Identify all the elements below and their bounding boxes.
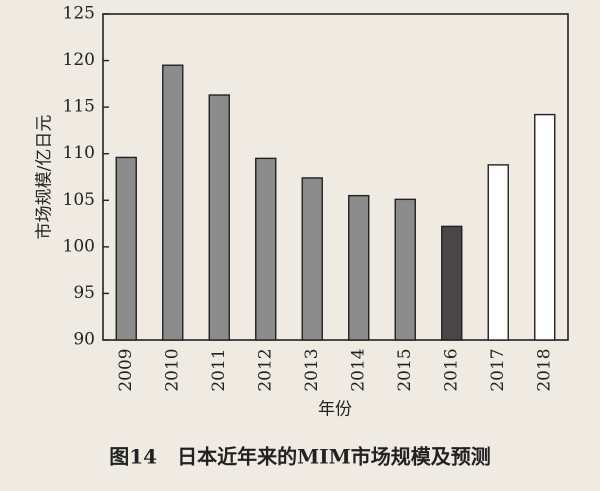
y-tick-label: 105 [63,190,95,210]
y-tick-label: 120 [63,50,95,70]
chart-title: 图14 日本近年来的MIM市场规模及预测 [109,445,490,469]
y-tick-label: 115 [63,97,95,117]
plot-frame [102,13,569,341]
x-tick-label: 2009 [116,348,136,391]
x-tick-label: 2015 [395,348,415,391]
x-tick-label: 2014 [348,348,368,391]
bar [441,225,463,341]
y-axis-label: 市场规模/亿日元 [35,115,55,240]
y-tick-label: 90 [73,330,95,350]
bar [394,198,416,341]
x-tick-label: 2012 [255,348,275,391]
bar [348,194,370,341]
y-tick-label: 95 [73,283,95,303]
x-tick-label: 2016 [441,348,461,391]
bar [301,177,323,341]
bar [534,113,556,341]
bar [115,156,137,341]
y-tick-label: 125 [63,4,95,24]
x-tick-label: 2011 [209,348,229,391]
y-tick-label: 100 [63,236,95,256]
x-tick-label: 2017 [488,348,508,391]
x-axis-label: 年份 [318,400,352,420]
x-tick-label: 2013 [302,348,322,391]
bar [208,94,230,341]
y-tick-label: 110 [63,143,95,163]
bar [487,164,509,341]
bar [162,64,184,341]
x-tick-label: 2018 [534,348,554,391]
x-tick-label: 2010 [162,348,182,391]
bar [255,157,277,341]
